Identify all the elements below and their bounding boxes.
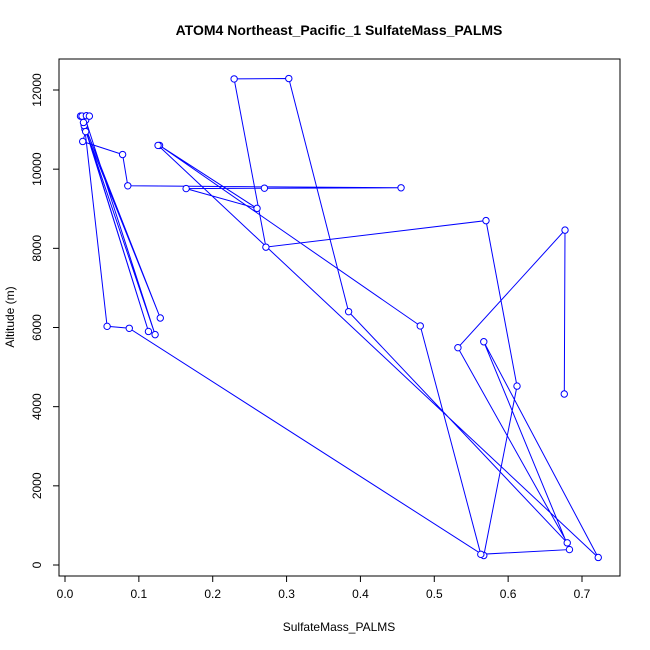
data-point	[594, 553, 602, 562]
data-point	[262, 243, 270, 251]
data-point	[79, 118, 88, 127]
x-tick-label: 0.2	[204, 587, 221, 601]
x-tick-label: 0.0	[57, 587, 74, 601]
data-point	[182, 184, 190, 193]
y-tick-label: 2000	[30, 472, 44, 499]
data-point	[344, 307, 353, 316]
y-axis: 0 2000 4000 6000 8000 10000 12000	[30, 73, 60, 568]
data-point	[477, 550, 485, 559]
data-point	[454, 343, 462, 352]
data-point	[482, 216, 490, 225]
data-point	[118, 150, 127, 159]
x-tick-label: 0.3	[278, 587, 295, 601]
x-tick-label: 0.7	[574, 587, 591, 601]
data-point	[513, 382, 521, 390]
data-point	[561, 226, 569, 234]
x-tick-label: 0.5	[426, 587, 443, 601]
y-tick-label: 4000	[30, 393, 44, 420]
data-point	[79, 137, 87, 146]
chart-title: ATOM4 Northeast_Pacific_1 SulfateMass_PA…	[176, 22, 503, 38]
data-point	[124, 182, 132, 190]
data-point	[480, 338, 488, 346]
data-point	[397, 184, 405, 192]
series-layer	[76, 74, 602, 562]
data-point	[416, 322, 424, 330]
data-point	[156, 314, 164, 322]
data-point	[85, 112, 94, 120]
x-axis-label: SulfateMass_PALMS	[283, 620, 396, 634]
y-tick-label: 12000	[30, 73, 44, 107]
y-axis-label: Altitude (m)	[3, 286, 17, 347]
data-point	[151, 330, 159, 339]
data-point	[144, 327, 153, 336]
data-point	[563, 539, 571, 547]
y-tick-label: 0	[30, 561, 44, 568]
data-point	[560, 390, 568, 398]
x-tick-label: 0.1	[131, 587, 148, 601]
x-axis: 0.0 0.1 0.2 0.3 0.4 0.5 0.6 0.7	[57, 575, 591, 601]
data-point	[230, 75, 238, 83]
data-point	[125, 324, 133, 332]
x-tick-label: 0.6	[500, 587, 517, 601]
x-tick-label: 0.4	[352, 587, 369, 601]
data-point	[81, 127, 90, 136]
data-point	[565, 545, 574, 554]
data-point	[103, 322, 111, 331]
data-point	[253, 204, 261, 213]
data-point	[154, 141, 162, 150]
y-tick-label: 8000	[30, 235, 44, 262]
y-tick-label: 10000	[30, 152, 44, 186]
data-point	[260, 184, 269, 192]
y-tick-label: 6000	[30, 314, 44, 341]
data-point	[285, 74, 293, 83]
